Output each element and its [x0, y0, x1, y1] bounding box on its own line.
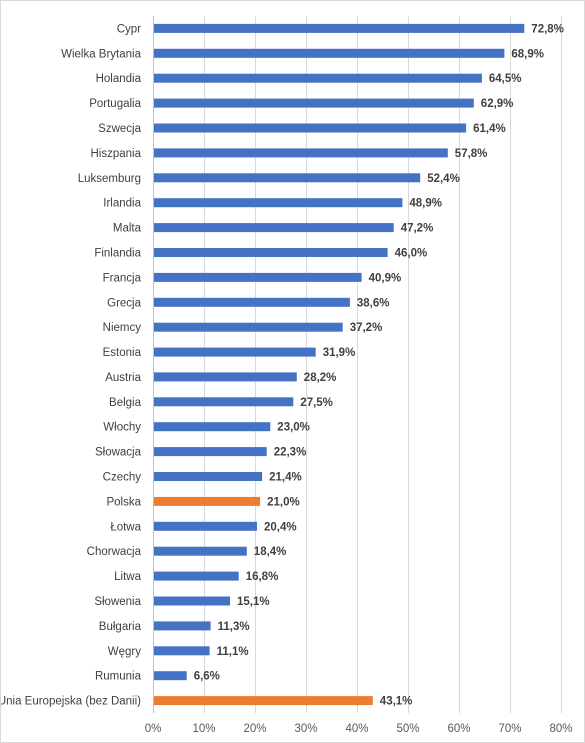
bar [154, 571, 239, 581]
category-label: Hiszpania [91, 148, 142, 160]
x-tick-label: 30% [294, 723, 317, 735]
bar [154, 372, 297, 382]
category-label: Austria [105, 372, 141, 384]
bar [154, 73, 482, 83]
category-label: Czechy [103, 472, 142, 484]
data-label: 11,3% [218, 621, 250, 633]
data-label: 47,2% [401, 223, 434, 235]
data-label: 21,0% [267, 496, 300, 508]
category-label: Włochy [103, 422, 141, 434]
x-tick-label: 50% [396, 723, 419, 735]
bar [154, 472, 263, 481]
x-tick-label: 70% [498, 723, 521, 735]
data-label: 28,2% [304, 372, 337, 384]
category-label: Rumunia [95, 671, 142, 683]
bar [154, 322, 343, 332]
category-label: Francja [103, 272, 142, 284]
category-label: Unia Europejska (bez Danii) [1, 696, 141, 708]
data-label: 23,0% [277, 422, 310, 434]
bar [154, 98, 474, 108]
category-label: Malta [113, 223, 142, 235]
category-label: Luksemburg [78, 173, 141, 185]
data-label: 64,5% [489, 73, 522, 85]
category-label: Polska [106, 496, 141, 508]
category-label: Szwecja [98, 123, 141, 135]
x-tick-label: 20% [243, 723, 266, 735]
category-label: Cypr [117, 23, 141, 35]
bar [154, 297, 350, 307]
data-label: 48,9% [409, 198, 442, 210]
bar [154, 48, 505, 58]
bar [154, 496, 261, 506]
bar [154, 148, 448, 158]
data-label: 21,4% [269, 472, 302, 484]
bar [154, 422, 271, 432]
data-label: 52,4% [427, 173, 460, 185]
data-label: 27,5% [300, 397, 333, 409]
x-tick-label: 60% [447, 723, 470, 735]
category-label: Estonia [103, 347, 142, 359]
bar [154, 223, 394, 233]
bar [154, 198, 403, 208]
bar [154, 248, 388, 257]
bar [154, 696, 373, 706]
data-label: 37,2% [350, 322, 383, 334]
bar [154, 397, 294, 407]
data-label: 46,0% [395, 248, 428, 260]
bar [154, 23, 525, 33]
x-tick-label: 40% [345, 723, 368, 735]
bar [154, 521, 257, 531]
data-label: 18,4% [254, 546, 287, 558]
category-label: Chorwacja [87, 546, 142, 558]
bar [154, 347, 316, 357]
bar [154, 272, 362, 282]
category-label: Niemcy [103, 322, 142, 334]
data-label: 57,8% [455, 148, 488, 160]
data-label: 31,9% [323, 347, 356, 359]
data-label: 62,9% [481, 98, 514, 110]
category-label: Wielka Brytania [61, 48, 141, 60]
data-label: 61,4% [473, 123, 506, 135]
x-tick-label: 80% [549, 723, 572, 735]
category-label: Portugalia [89, 98, 141, 110]
data-label: 43,1% [380, 696, 413, 708]
x-tick-label: 0% [145, 723, 162, 735]
category-label: Węgry [108, 646, 141, 658]
labels: 0% 10% 20% 30% 40% 50% 60% 70% 80% Cypr 72,8% Wielk… [1, 23, 573, 735]
data-label: 11,1% [217, 646, 249, 658]
bar [154, 646, 210, 656]
data-label: 15,1% [237, 596, 270, 608]
category-label: Holandia [96, 73, 142, 85]
category-label: Litwa [114, 571, 141, 583]
category-label: Grecja [107, 297, 141, 309]
bar [154, 447, 267, 457]
data-label: 68,9% [511, 48, 544, 60]
category-label: Irlandia [103, 198, 141, 210]
category-label: Finlandia [94, 248, 141, 260]
bar [154, 173, 421, 183]
data-label: 6,6% [194, 671, 220, 683]
category-label: Bułgaria [99, 621, 142, 633]
bar [154, 596, 230, 606]
gridlines [153, 16, 562, 713]
category-label: Belgia [109, 397, 142, 409]
category-label: Słowenia [94, 596, 141, 608]
category-label: Słowacja [95, 447, 142, 459]
bar [154, 546, 247, 556]
x-tick-label: 10% [192, 723, 215, 735]
data-label: 40,9% [369, 272, 402, 284]
data-label: 72,8% [531, 23, 564, 35]
data-label: 16,8% [246, 571, 279, 583]
category-label: Łotwa [110, 521, 141, 533]
data-label: 20,4% [264, 521, 297, 533]
bar [154, 123, 467, 133]
bars [154, 23, 525, 706]
data-label: 38,6% [357, 297, 390, 309]
bar [154, 671, 187, 681]
bar [154, 621, 211, 631]
data-label: 22,3% [274, 447, 307, 459]
